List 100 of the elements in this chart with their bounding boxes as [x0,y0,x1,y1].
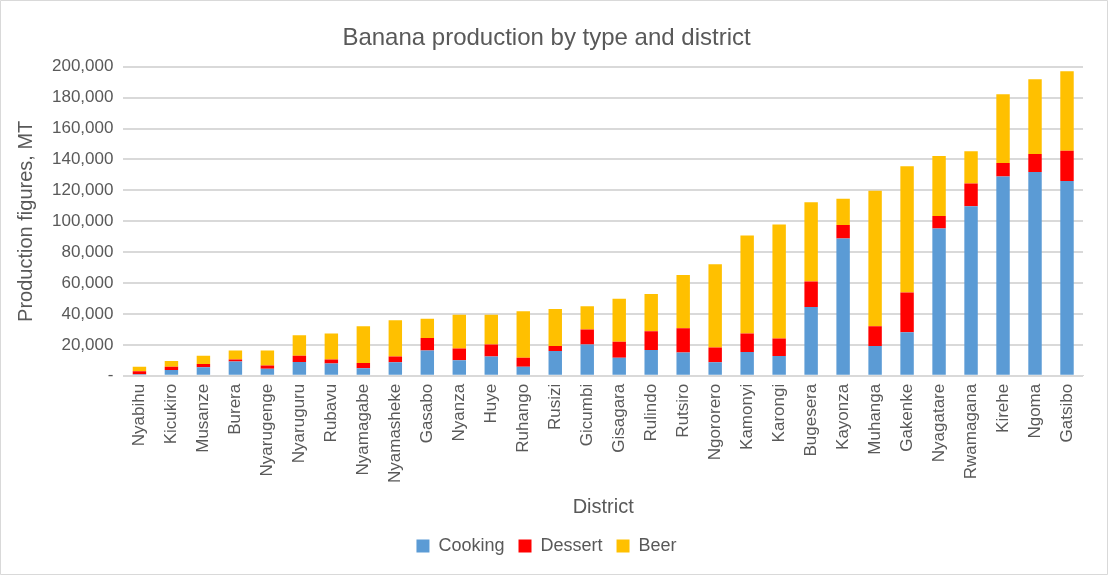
bar [772,356,786,375]
bar [644,349,658,375]
y-tick-label: 120,000 [52,180,114,200]
y-tick-label: 100,000 [52,210,114,230]
bar [548,345,562,352]
bar [132,366,147,372]
y-tick-label: 200,000 [52,56,114,76]
y-tick-label: - [107,365,114,385]
bar [580,329,594,345]
x-tick-label: Kamonyi [736,383,756,450]
bar [228,350,243,360]
x-tick-label: Rubavu [321,383,341,443]
bar [740,235,754,334]
x-tick-label: Burera [225,383,245,435]
bar [964,206,978,375]
bar [708,362,722,375]
bar [292,355,307,362]
bar [452,314,467,349]
bar [932,216,946,229]
bar [612,341,626,358]
bar [804,306,818,375]
x-tick-label: Nyaruguru [289,383,309,464]
bar [740,352,754,375]
bar [388,356,403,363]
x-tick-label: Nyabihu [129,383,149,447]
bar [612,298,626,342]
bar [964,183,978,207]
x-tick-label: Gakenke [896,383,916,452]
x-tick-label: Kayonza [832,383,852,450]
bar [932,156,946,217]
bar [324,363,339,375]
bar [868,345,882,375]
bar [708,264,722,348]
bar [516,311,530,358]
bar [196,355,211,364]
bar [836,198,850,225]
bar [228,359,243,362]
bar [292,361,307,375]
bar [164,360,179,367]
bar [996,94,1010,164]
bar [420,318,435,339]
bar [196,367,211,375]
legend-label: Cooking [438,534,505,555]
y-tick-label: 40,000 [61,303,114,323]
bar [1028,172,1042,375]
bar [452,348,467,361]
bar [260,350,275,366]
x-tick-label: Gatsibo [1056,383,1076,443]
bar [1028,154,1042,173]
bar [420,338,435,351]
x-tick-label: Rulindo [640,383,660,442]
x-tick-label: Gasabo [417,383,436,444]
bar [388,362,403,375]
bar [292,335,307,356]
bar [676,328,690,353]
x-tick-label: Ruhango [512,383,532,453]
x-tick-label: Nyanza [448,383,468,442]
bar [484,314,498,345]
bar [228,361,243,375]
bar [836,225,850,239]
bar [1028,79,1042,155]
x-tick-label: Nyarugenge [257,383,277,477]
bar [580,344,594,375]
bar [516,357,530,367]
x-tick-label: Muhanga [864,383,884,455]
bar [964,151,978,184]
x-tick-label: Nyamasheke [385,383,405,484]
x-tick-label: Huye [480,383,500,424]
bar [324,333,339,360]
bar [644,293,658,332]
x-tick-label: Rwamagana [960,383,980,480]
bar [548,308,562,346]
y-tick-label: 180,000 [52,87,114,107]
x-tick-label: Kicukiro [161,383,181,445]
bar [868,326,882,346]
bar [996,163,1010,177]
bar [772,224,786,339]
bar [356,326,371,363]
bar [1060,180,1074,375]
x-tick-label: Nyamagabe [353,383,373,476]
bar [324,359,339,364]
x-tick-label: Rutsiro [672,383,692,438]
bar [260,368,275,375]
x-tick-label: Gisagara [608,383,628,453]
bar [612,357,626,375]
x-tick-label: Kirehe [992,383,1012,433]
bar [548,351,562,375]
bar [356,368,371,375]
x-axis-title: District [572,494,635,517]
x-tick-label: Ngororero [704,383,724,461]
bar [580,306,594,330]
x-tick-label: Bugesera [800,383,820,457]
legend-label: Dessert [540,534,603,555]
bar [900,332,914,375]
bar [996,176,1010,375]
bar [388,320,403,357]
bar [420,350,435,375]
x-tick-label: Rusizi [544,383,564,431]
bar [1060,150,1074,181]
bar [164,369,179,375]
